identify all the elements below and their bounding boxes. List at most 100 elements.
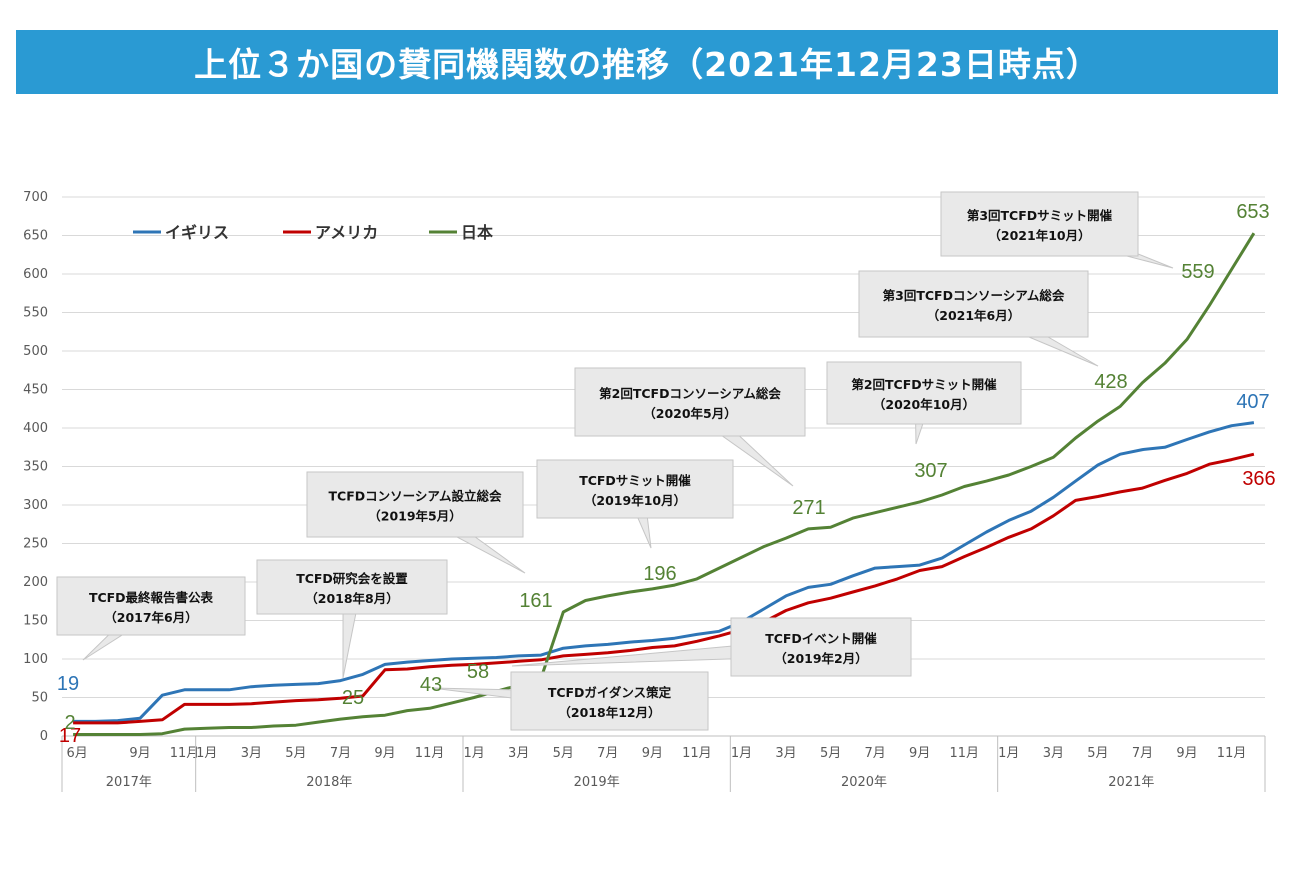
x-tick-label: 1月 bbox=[196, 746, 217, 761]
callout-date: （2018年8月） bbox=[305, 591, 399, 606]
data-label: 43 bbox=[420, 674, 442, 696]
x-tick-label: 9月 bbox=[1176, 746, 1197, 761]
data-label: 196 bbox=[643, 563, 676, 585]
x-tick-label: 7月 bbox=[864, 746, 885, 761]
y-tick-label: 100 bbox=[23, 652, 48, 667]
x-tick-label: 5月 bbox=[553, 746, 574, 761]
y-tick-label: 450 bbox=[23, 383, 48, 398]
callout-title: TCFD最終報告書公表 bbox=[89, 590, 214, 605]
y-tick-label: 250 bbox=[23, 537, 48, 552]
callout-title: TCFDイベント開催 bbox=[765, 631, 877, 646]
callout-title: TCFDコンソーシアム設立総会 bbox=[329, 489, 502, 504]
callout-fill bbox=[538, 461, 732, 517]
y-tick-label: 650 bbox=[23, 229, 48, 244]
data-label: 428 bbox=[1094, 371, 1127, 393]
x-tick-label: 3月 bbox=[1043, 746, 1064, 761]
data-label: 2 bbox=[64, 712, 75, 734]
callout: 第2回TCFDコンソーシアム総会 （2020年5月） bbox=[574, 367, 806, 487]
callout-date: （2021年6月） bbox=[927, 308, 1021, 323]
y-tick-label: 550 bbox=[23, 306, 48, 321]
year-label: 2020年 bbox=[841, 775, 887, 790]
data-label: 25 bbox=[342, 687, 364, 709]
callout-date: （2019年2月） bbox=[774, 651, 868, 666]
y-tick-label: 500 bbox=[23, 344, 48, 359]
legend-label: 日本 bbox=[461, 223, 493, 242]
x-tick-label: 3月 bbox=[241, 746, 262, 761]
y-tick-label: 50 bbox=[31, 691, 48, 706]
year-label: 2019年 bbox=[574, 775, 620, 790]
x-tick-label: 7月 bbox=[330, 746, 351, 761]
x-tick-label: 11月 bbox=[682, 746, 712, 761]
callout-date: （2018年12月） bbox=[558, 705, 660, 720]
x-tick-label: 9月 bbox=[129, 746, 150, 761]
callout: 第3回TCFDサミット開催 （2021年10月） bbox=[940, 191, 1174, 269]
callout-title: 第3回TCFDサミット開催 bbox=[967, 208, 1113, 223]
y-axis: 0 50 100 150 200 250 300 350 400 450 500 550 600 650 7… bbox=[23, 190, 48, 744]
callout-date: （2020年10月） bbox=[873, 397, 975, 412]
data-label: 161 bbox=[519, 590, 552, 612]
callout: TCFDガイダンス策定 （2018年12月） bbox=[431, 671, 709, 731]
x-tick-label: 9月 bbox=[909, 746, 930, 761]
y-tick-label: 300 bbox=[23, 498, 48, 513]
y-tick-label: 600 bbox=[23, 267, 48, 282]
x-tick-label: 1月 bbox=[998, 746, 1019, 761]
callout-date: （2019年5月） bbox=[368, 509, 462, 524]
data-labels: 19 407 17 366 2 25 43 58 161 196 271 307 428 559 653 bbox=[57, 201, 1276, 747]
callout-fill bbox=[258, 561, 446, 613]
data-label: 17 bbox=[59, 725, 81, 747]
callout-date: （2019年10月） bbox=[584, 493, 686, 508]
x-tick-label: 1月 bbox=[731, 746, 752, 761]
x-tick-label: 11月 bbox=[1217, 746, 1247, 761]
series-line-1 bbox=[73, 452, 1255, 725]
callout-fill bbox=[576, 369, 804, 435]
data-label: 653 bbox=[1236, 201, 1269, 223]
x-tick-label: 11月 bbox=[415, 746, 445, 761]
callout-fill bbox=[860, 272, 1087, 336]
year-label: 2018年 bbox=[306, 775, 352, 790]
callout-fill bbox=[308, 473, 522, 536]
x-tick-label: 9月 bbox=[642, 746, 663, 761]
callout: TCFD研究会を設置 （2018年8月） bbox=[256, 559, 448, 679]
x-tick-label: 11月 bbox=[170, 746, 200, 761]
x-tick-label: 5月 bbox=[1087, 746, 1108, 761]
callout-date: （2021年10月） bbox=[988, 228, 1090, 243]
y-tick-label: 0 bbox=[40, 729, 48, 744]
callout-title: 第2回TCFDサミット開催 bbox=[851, 377, 997, 392]
callout: TCFD最終報告書公表 （2017年6月） bbox=[56, 576, 246, 661]
x-tick-label: 6月 bbox=[66, 746, 87, 761]
series-lines bbox=[73, 232, 1256, 736]
series-line-0 bbox=[73, 421, 1255, 723]
data-label: 307 bbox=[914, 460, 947, 482]
y-tick-label: 150 bbox=[23, 614, 48, 629]
x-tick-label: 5月 bbox=[820, 746, 841, 761]
data-label: 58 bbox=[467, 661, 489, 683]
y-tick-label: 350 bbox=[23, 460, 48, 475]
x-tick-label: 9月 bbox=[374, 746, 395, 761]
callout-title: 第2回TCFDコンソーシアム総会 bbox=[599, 386, 781, 401]
legend: イギリス アメリカ 日本 bbox=[133, 223, 493, 242]
callout-fill bbox=[732, 619, 910, 675]
data-label: 366 bbox=[1242, 468, 1275, 490]
callout: TCFDコンソーシアム設立総会 （2019年5月） bbox=[306, 471, 526, 574]
y-tick-label: 700 bbox=[23, 190, 48, 205]
callout-fill bbox=[512, 673, 707, 729]
x-tick-label: 7月 bbox=[597, 746, 618, 761]
y-tick-label: 400 bbox=[23, 421, 48, 436]
legend-label: アメリカ bbox=[315, 223, 378, 242]
x-tick-label: 5月 bbox=[285, 746, 306, 761]
data-label: 19 bbox=[57, 673, 79, 695]
year-label: 2021年 bbox=[1108, 775, 1154, 790]
x-tick-label: 11月 bbox=[949, 746, 979, 761]
legend-label: イギリス bbox=[165, 223, 229, 242]
callout-date: （2020年5月） bbox=[643, 406, 737, 421]
callout: TCFDイベント開催 （2019年2月） bbox=[511, 617, 912, 677]
callout-title: 第3回TCFDコンソーシアム総会 bbox=[883, 288, 1065, 303]
callout: 第3回TCFDコンソーシアム総会 （2021年6月） bbox=[858, 270, 1099, 367]
callout: TCFDサミット開催 （2019年10月） bbox=[536, 459, 734, 549]
x-tick-label: 3月 bbox=[775, 746, 796, 761]
callout-fill bbox=[828, 363, 1020, 423]
callout-title: TCFDガイダンス策定 bbox=[548, 685, 672, 700]
x-tick-label: 1月 bbox=[463, 746, 484, 761]
